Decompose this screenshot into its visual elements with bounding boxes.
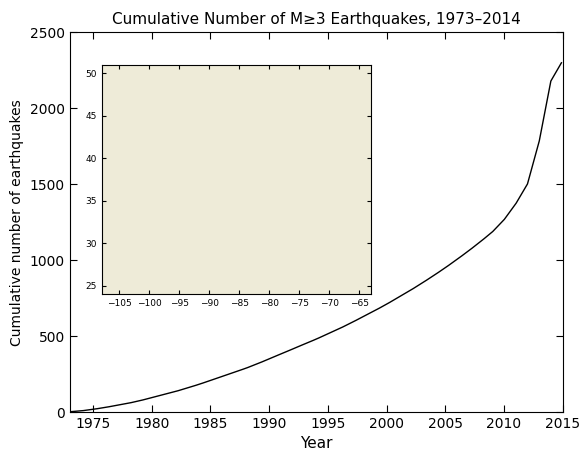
Y-axis label: Cumulative number of earthquakes: Cumulative number of earthquakes (10, 99, 24, 345)
X-axis label: Year: Year (300, 437, 332, 451)
Title: Cumulative Number of M≥3 Earthquakes, 1973–2014: Cumulative Number of M≥3 Earthquakes, 19… (112, 12, 520, 27)
